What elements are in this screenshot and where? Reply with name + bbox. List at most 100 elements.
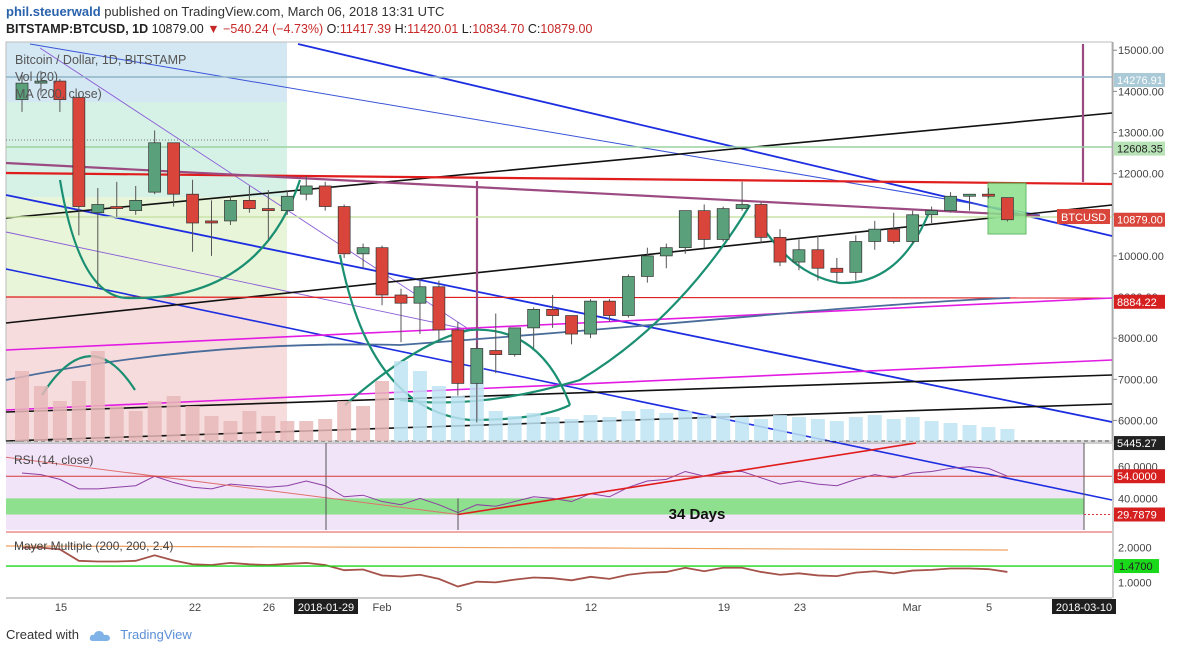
- price-label-10879: 10879.00: [1117, 215, 1163, 227]
- volume-bar: [981, 427, 996, 441]
- close-label: C:: [527, 22, 541, 36]
- y-tick-label: 13000.00: [1118, 127, 1164, 139]
- candle: [982, 193, 995, 197]
- mayer-threshold-bg: [1114, 559, 1159, 574]
- volume-bar: [394, 361, 408, 441]
- candle: [678, 210, 692, 249]
- volume-bar: [204, 416, 219, 441]
- ohlc-header: BITSTAMP:BTCUSD, 1D 10879.00 ▼ −540.24 (…: [6, 22, 592, 36]
- candle: [925, 210, 938, 216]
- rsi-green-band: [6, 498, 1084, 515]
- candle: [527, 309, 541, 329]
- rsi-tick-label: 40.0000: [1118, 493, 1158, 505]
- volume-bar: [754, 419, 769, 441]
- rsi-label-29-bg: [1114, 507, 1165, 522]
- rsi-trendline: [457, 442, 917, 516]
- volume-bar: [716, 413, 731, 441]
- magenta-line-1: [5, 297, 1113, 351]
- rsi-line: [21, 466, 1008, 514]
- candle: [110, 206, 124, 209]
- low-value: 10834.70: [472, 22, 525, 36]
- volume-bar: [52, 401, 67, 441]
- candle: [963, 193, 976, 197]
- x-marker-bg: [1052, 599, 1116, 614]
- x-tick-label: 5: [456, 602, 462, 614]
- volume-bar: [90, 351, 105, 441]
- high-label: H:: [394, 22, 408, 36]
- green-arc-1: [58, 179, 302, 300]
- blue-thin-line: [29, 43, 1041, 216]
- candle: [262, 208, 275, 211]
- x-marker-bg: [294, 599, 358, 614]
- y-tick-label: 10000.00: [1118, 251, 1164, 263]
- volume-bar: [810, 419, 825, 441]
- candle: [603, 300, 616, 316]
- volume-bar: [659, 413, 674, 441]
- volume-bar: [526, 413, 541, 441]
- candle: [167, 142, 180, 195]
- green-arc-6: [41, 355, 136, 396]
- y-tick-label: 6000.00: [1118, 415, 1158, 427]
- volume-bar: [848, 417, 863, 441]
- candle: [849, 241, 863, 273]
- volume-bar: [886, 419, 901, 441]
- tradingview-link[interactable]: TradingView: [120, 627, 192, 642]
- volume-bar: [223, 421, 238, 441]
- blue-trendline-1: [5, 194, 1113, 423]
- mayer-label: Mayer Multiple (200, 200, 2.4): [14, 539, 173, 553]
- volume-bar: [791, 417, 806, 441]
- candle: [224, 200, 237, 222]
- x-tick-label: Feb: [373, 602, 392, 614]
- candle: [148, 142, 161, 193]
- candle: [887, 228, 901, 242]
- author-link[interactable]: phil.steuerwald: [6, 4, 101, 19]
- volume-bar: [867, 415, 882, 441]
- black-trendline-2: [5, 204, 1113, 324]
- volume-bar: [602, 417, 617, 441]
- price-label-14276-bg: [1114, 72, 1165, 87]
- volume-bar: [33, 386, 48, 441]
- rsi-label: RSI (14, close): [14, 453, 93, 467]
- x-tick-label: 12: [585, 602, 597, 614]
- mayer-upper-line: [5, 545, 1009, 551]
- candle: [394, 294, 408, 304]
- candle: [470, 348, 484, 384]
- volume-bar: [375, 381, 390, 441]
- tradingview-cloud-icon: [89, 630, 110, 641]
- rsi-zone: [6, 443, 1084, 530]
- candle: [243, 200, 256, 209]
- symbol-tag: BTCUSD: [1061, 212, 1106, 224]
- price-label-12608: 12608.35: [1117, 144, 1163, 156]
- volume-bar: [962, 425, 977, 441]
- candle: [659, 247, 673, 257]
- candle: [280, 195, 294, 211]
- candle: [451, 329, 465, 384]
- volume-bar: [109, 406, 124, 441]
- candle: [773, 237, 787, 263]
- x-tick-label: Mar: [903, 602, 922, 614]
- purple-thin-line-2: [5, 231, 471, 331]
- volume-bar: [318, 419, 333, 441]
- candle: [584, 300, 597, 335]
- volume-bar: [337, 401, 352, 441]
- candle: [792, 249, 806, 263]
- price-label-14276: 14276.91: [1117, 75, 1163, 87]
- mayer-tick-label: 2.0000: [1118, 543, 1152, 555]
- price-label-5445-bg: [1114, 436, 1165, 451]
- volume-bar: [735, 417, 750, 441]
- candle: [72, 97, 86, 207]
- high-value: 11420.01: [407, 22, 459, 36]
- candle: [489, 350, 503, 355]
- price-label-8884-bg: [1114, 294, 1165, 309]
- candle: [205, 220, 218, 224]
- volume-bar: [450, 396, 465, 441]
- publish-info: phil.steuerwald published on TradingView…: [6, 4, 444, 19]
- volume-bar: [128, 411, 143, 441]
- close-value: 10879.00: [540, 22, 593, 36]
- rsi-label-54: 54.0000: [1117, 471, 1157, 483]
- candle: [754, 204, 768, 238]
- price-label-12608-bg: [1114, 141, 1165, 156]
- x-marker-label: 2018-01-29: [298, 602, 354, 614]
- candle: [546, 309, 559, 316]
